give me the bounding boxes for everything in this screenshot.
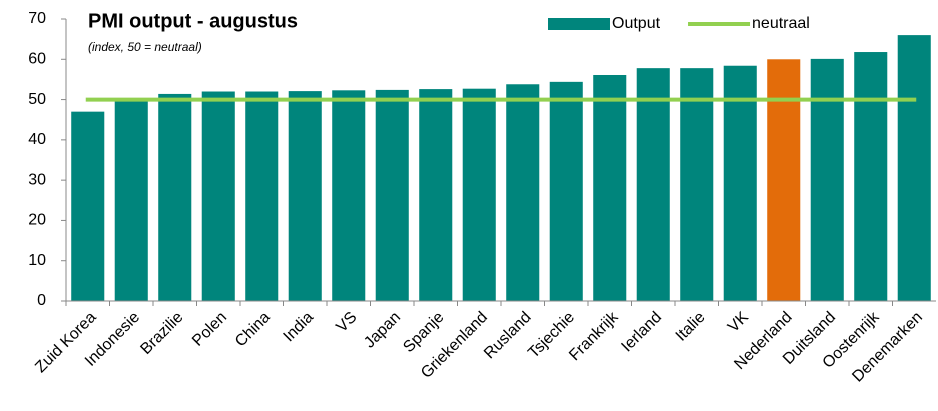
y-tick-label: 50: [28, 91, 46, 108]
bar: [549, 81, 583, 302]
bar: [723, 65, 757, 301]
bar: [419, 89, 453, 302]
bar: [897, 35, 931, 301]
bar: [158, 93, 192, 301]
y-tick-label: 20: [28, 212, 46, 229]
bar: [854, 52, 888, 301]
x-tick-label: VS: [333, 309, 360, 336]
y-tick-label: 0: [37, 292, 46, 309]
legend-label: Output: [612, 15, 661, 32]
x-tick-label: Rusland: [481, 309, 535, 363]
x-tick-label: Brazilie: [137, 309, 186, 358]
legend-swatch: [548, 18, 610, 30]
x-tick-label: Japan: [361, 309, 404, 352]
x-tick-label: Frankrijk: [566, 308, 622, 364]
x-tick-label: Italie: [673, 309, 709, 345]
bar: [114, 98, 148, 301]
x-tick-label: India: [281, 309, 318, 346]
y-tick-label: 60: [28, 51, 46, 68]
x-tick-label: China: [232, 309, 274, 351]
legend-label: neutraal: [752, 15, 810, 32]
bar: [245, 91, 279, 301]
x-tick-label: VK: [725, 309, 752, 336]
y-tick-label: 40: [28, 131, 46, 148]
bar: [332, 90, 366, 301]
bar: [506, 84, 540, 302]
bar: [767, 59, 801, 302]
y-tick-label: 70: [28, 10, 46, 27]
bar: [462, 88, 496, 302]
bar: [375, 89, 409, 301]
bar: [680, 68, 714, 301]
bar: [71, 111, 105, 302]
x-tick-label: Polen: [189, 309, 230, 350]
y-tick-label: 10: [28, 252, 46, 269]
bar: [593, 74, 627, 301]
bar: [288, 91, 322, 302]
x-tick-label: Ierland: [618, 309, 665, 356]
bar: [201, 91, 235, 301]
bar: [810, 58, 844, 301]
y-tick-label: 30: [28, 171, 46, 188]
bar: [636, 68, 670, 301]
chart-title: PMI output - augustus: [88, 10, 298, 32]
chart-subtitle: (index, 50 = neutraal): [88, 40, 202, 54]
